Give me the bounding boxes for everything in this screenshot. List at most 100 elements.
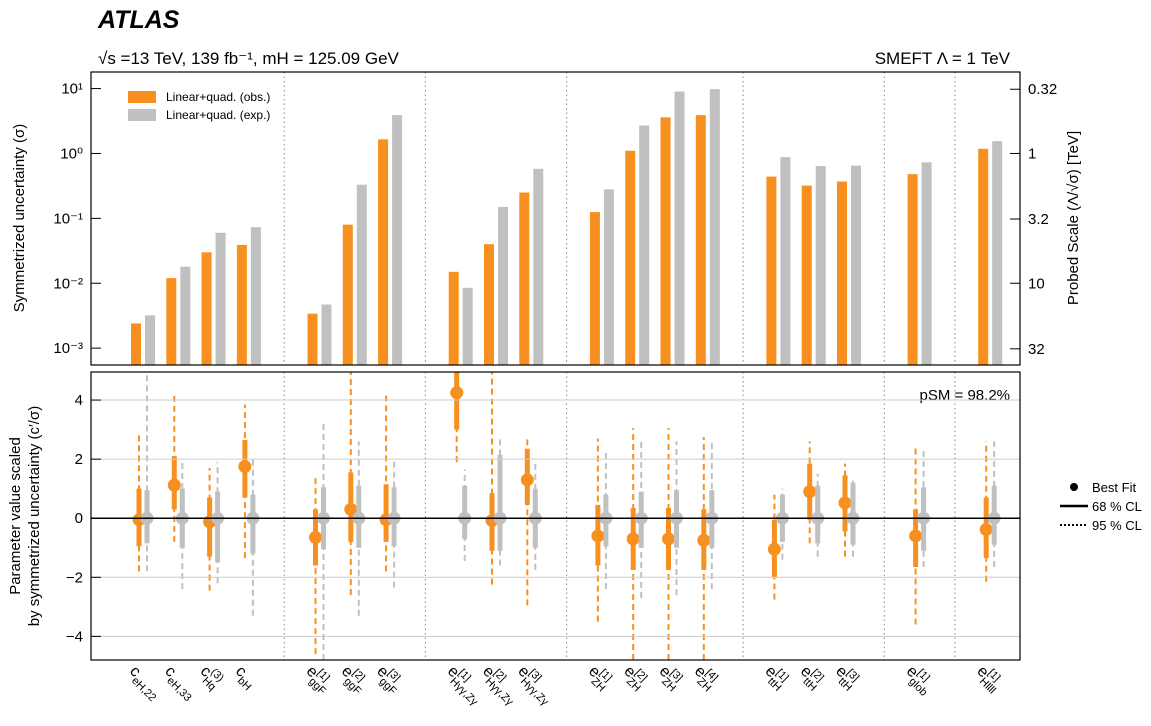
bar [131, 323, 141, 365]
bar [356, 184, 367, 365]
x-tick-label: ceH,33 [159, 663, 200, 704]
best-fit [344, 502, 358, 516]
bar [342, 224, 353, 365]
bar [978, 148, 989, 365]
annotation: pSM = 98.2% [920, 387, 1010, 404]
x-tick-label: e[3]ggF [370, 661, 407, 698]
legend-label: 68 % CL [1092, 499, 1142, 514]
x-tick-label: e[2]ttH [794, 661, 827, 694]
x-tick-label: e[1]ttH [759, 661, 792, 694]
bar [215, 232, 226, 365]
x-tick-label: c(3)Hq [194, 661, 227, 694]
best-fit [838, 496, 852, 510]
x-tick-label: e[2]ZH [618, 661, 652, 695]
x-tick-label: ceH,22 [123, 663, 164, 704]
bar [250, 227, 261, 365]
x-tick-label: e[1]ZH [582, 661, 616, 695]
bar [815, 166, 826, 365]
legend-dot [1070, 483, 1078, 491]
x-tick-label: cbH [229, 663, 259, 693]
bar [236, 244, 247, 365]
y2-tick-label: 1 [1028, 145, 1036, 162]
y2-tick-label: 3.2 [1028, 211, 1049, 228]
bar [378, 139, 389, 365]
best-fit [697, 533, 711, 547]
y-tick-label: 0 [75, 510, 83, 527]
best-fit [767, 542, 781, 556]
legend-label: 95 % CL [1092, 518, 1142, 533]
y-tick-label: 10⁻¹ [53, 210, 83, 227]
x-tick-label: e[3]ttH [829, 661, 862, 694]
bar [921, 162, 932, 365]
legend-label: Linear+quad. (obs.) [166, 90, 270, 104]
y-tick-label: 10¹ [61, 81, 83, 98]
bar [695, 115, 706, 365]
bar [589, 212, 600, 365]
bar [660, 117, 671, 365]
bar [625, 150, 636, 365]
best-fit [662, 532, 675, 546]
bar [603, 189, 614, 365]
y-tick-label: −2 [66, 569, 83, 586]
label-sub: eH,33 [164, 675, 193, 704]
best-fit [803, 485, 817, 499]
bar [639, 125, 650, 365]
y-tick-label: 10⁻² [53, 275, 83, 292]
bar [907, 174, 918, 365]
best-fit [167, 478, 181, 492]
bar [766, 176, 777, 365]
y-axis-label: by symmetrized uncertainty (c′/σ) [26, 406, 43, 626]
subtitle: √s =13 TeV, 139 fb⁻¹, mH = 125.09 GeV [98, 49, 400, 68]
best-fit [626, 532, 640, 546]
bar [801, 185, 812, 365]
bar [992, 141, 1003, 365]
bar [307, 313, 318, 365]
x-tick-label: e[1]Hllll [971, 661, 1007, 697]
x-tick-label: e[3]Hγγ,Zγ [512, 661, 560, 709]
y-tick-label: 4 [75, 392, 83, 409]
y2-tick-label: 0.32 [1028, 81, 1057, 98]
best-fit [909, 529, 923, 543]
bar [533, 168, 544, 365]
y-tick-label: 10⁻³ [53, 340, 83, 357]
bar [674, 91, 685, 365]
x-tick-label: e[2]ggF [335, 661, 372, 698]
legend-swatch [128, 109, 156, 121]
best-fit [979, 522, 993, 536]
y-axis-label: Symmetrized uncertainty (σ) [11, 124, 28, 312]
bar [519, 192, 530, 365]
legend-label: Best Fit [1092, 480, 1136, 495]
y2-tick-label: 32 [1028, 341, 1045, 358]
bar [180, 266, 191, 365]
best-fit [450, 386, 464, 400]
bar [392, 115, 403, 365]
bar [851, 165, 861, 365]
bar [145, 315, 155, 365]
y-tick-label: −4 [66, 628, 83, 645]
y-axis-label: Parameter value scaled [7, 437, 24, 595]
title: ATLAS [97, 6, 180, 34]
x-tick-label: e[4]ZH [688, 661, 722, 695]
y2-tick-label: 10 [1028, 275, 1045, 292]
x-tick-label: e[3]ZH [653, 661, 687, 695]
best-fit [238, 460, 252, 474]
bar [484, 244, 494, 365]
bar [498, 206, 508, 365]
x-tick-label: e[1]Hγγ,Zγ [441, 661, 489, 709]
top-panel [131, 89, 1003, 365]
best-fit [309, 530, 322, 544]
bar [780, 157, 791, 365]
annotation: SMEFT Λ = 1 TeV [875, 49, 1011, 68]
bar [201, 252, 212, 365]
x-tick-label: e[2]Hγγ,Zγ [476, 661, 524, 709]
bar [837, 181, 847, 365]
legend-label: Linear+quad. (exp.) [166, 108, 270, 122]
bar [321, 304, 332, 365]
bar [462, 287, 473, 365]
y-tick-label: 2 [75, 451, 83, 468]
label-sub: eH,22 [129, 675, 158, 704]
x-tick-label: e[1]glob [900, 661, 938, 699]
frame [90, 71, 1021, 366]
legend-swatch [128, 91, 156, 103]
